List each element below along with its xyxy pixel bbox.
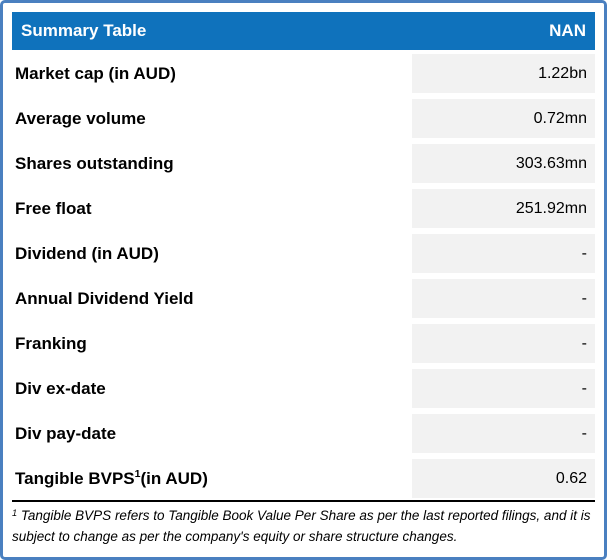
row-label: Shares outstanding xyxy=(15,153,174,173)
row-label: Market cap (in AUD) xyxy=(15,63,176,83)
row-value: - xyxy=(412,279,595,318)
row-label: Div pay-date xyxy=(15,423,117,443)
row-label: Free float xyxy=(15,198,92,218)
row-value: 0.72mn xyxy=(412,99,595,138)
table-row: Average volume 0.72mn xyxy=(12,99,595,138)
table-row: Tangible BVPS 1 (in AUD) 0.62 xyxy=(12,459,595,498)
footnote-marker: 1 xyxy=(12,508,18,519)
row-label: Franking xyxy=(15,333,87,353)
row-label: Dividend (in AUD) xyxy=(15,243,159,263)
table-row: Free float 251.92mn xyxy=(12,189,595,228)
row-value: 0.62 xyxy=(412,459,595,498)
table-header: Summary Table NAN xyxy=(12,12,595,50)
row-label: Tangible BVPS xyxy=(15,468,135,488)
row-value: - xyxy=(412,369,595,408)
table-title: Summary Table xyxy=(21,21,147,40)
row-label: Div ex-date xyxy=(15,378,106,398)
table-row: Franking - xyxy=(12,324,595,363)
row-value: - xyxy=(412,234,595,273)
footnote-text: Tangible BVPS refers to Tangible Book Va… xyxy=(12,508,591,545)
footnote-divider xyxy=(12,500,595,502)
table-row: Div pay-date - xyxy=(12,414,595,453)
row-value: 251.92mn xyxy=(412,189,595,228)
row-value: - xyxy=(412,414,595,453)
table-header-right-label: NAN xyxy=(549,21,586,40)
row-value: 303.63mn xyxy=(412,144,595,183)
row-label: Average volume xyxy=(15,108,146,128)
row-value: 1.22bn xyxy=(412,54,595,93)
footnote: 1 Tangible BVPS refers to Tangible Book … xyxy=(12,502,595,548)
row-label: Annual Dividend Yield xyxy=(15,288,194,308)
table-row: Div ex-date - xyxy=(12,369,595,408)
table-row: Annual Dividend Yield - xyxy=(12,279,595,318)
table-row: Dividend (in AUD) - xyxy=(12,234,595,273)
summary-table-content: Summary Table NAN Market cap (in AUD) 1.… xyxy=(3,3,604,548)
row-label-suffix: (in AUD) xyxy=(140,468,208,488)
row-value: - xyxy=(412,324,595,363)
table-row: Shares outstanding 303.63mn xyxy=(12,144,595,183)
table-row: Market cap (in AUD) 1.22bn xyxy=(12,54,595,93)
